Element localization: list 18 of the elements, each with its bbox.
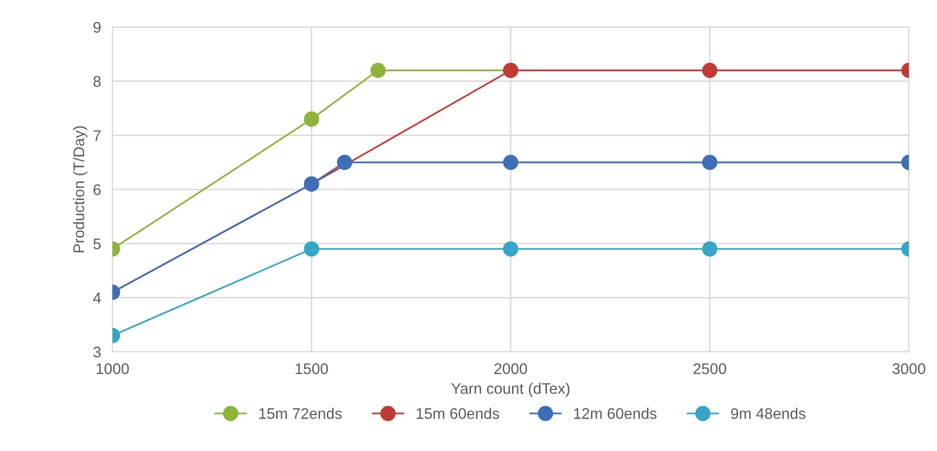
y-tick-label: 6 — [94, 184, 101, 196]
legend-label: 12m 60ends — [574, 408, 657, 419]
y-tick-label: 8 — [93, 76, 101, 87]
x-tick-label: 3000 — [892, 363, 926, 374]
x-tick-label: 1500 — [296, 363, 328, 374]
y-tick-label: 5 — [93, 238, 101, 250]
y-tick-label: 3 — [93, 346, 101, 358]
x-tick-label: 2000 — [494, 363, 528, 374]
legend-label: 9m 48ends — [731, 408, 806, 419]
x-axis-title: Yarn count (dTex) — [451, 382, 570, 397]
legend-label: 15m 72ends — [259, 408, 342, 419]
y-tick-label: 7 — [94, 130, 101, 141]
x-tick-label: 2500 — [694, 363, 726, 374]
y-tick-label: 9 — [94, 22, 101, 33]
legend-label: 15m 60ends — [416, 408, 500, 419]
y-axis-title: Production (T/Day) — [73, 126, 88, 252]
y-tick-label: 4 — [93, 292, 101, 304]
x-tick-label: 1000 — [96, 363, 129, 374]
